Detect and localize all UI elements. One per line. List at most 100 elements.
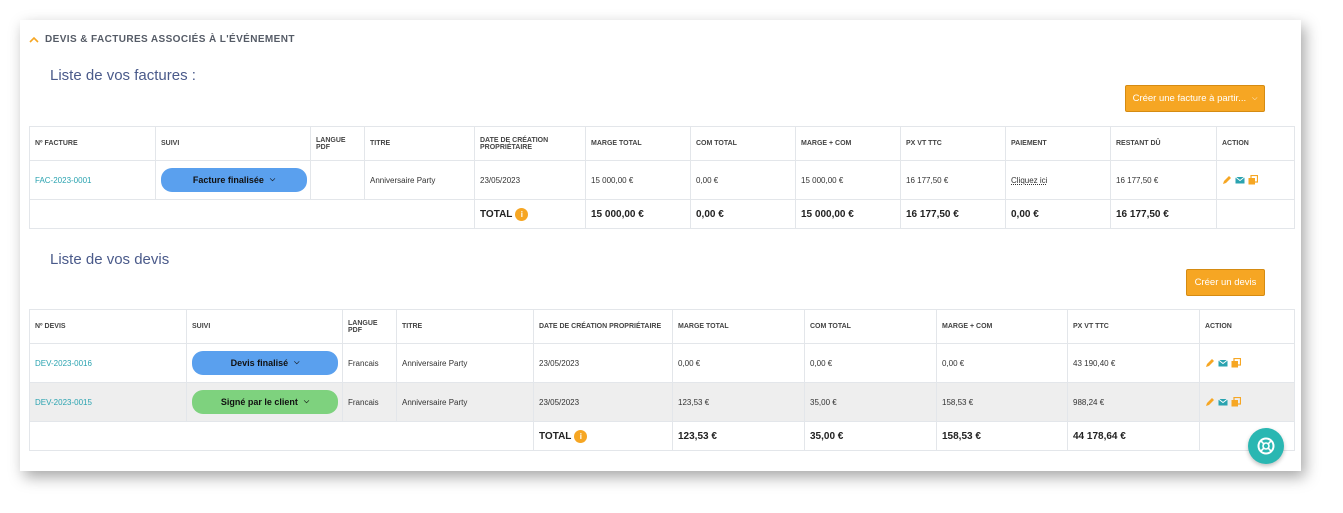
row-actions: [1205, 358, 1289, 368]
copy-icon[interactable]: [1248, 175, 1258, 185]
invoice-number-link[interactable]: FAC-2023-0001: [35, 175, 92, 185]
create-invoice-button[interactable]: Créer une facture à partir... ⌵: [1125, 85, 1265, 112]
total-payment: 0,00 €: [1005, 199, 1111, 229]
quote-number-link[interactable]: DEV-2023-0015: [35, 397, 92, 407]
column-header[interactable]: PX VT TTC: [1067, 309, 1200, 344]
chevron-down-icon: ⌵: [303, 398, 310, 405]
column-header[interactable]: DATE DE CRÉATION PROPRIÉTAIRE: [474, 126, 586, 161]
total-label: TOTAL: [539, 430, 572, 442]
column-header[interactable]: PAIEMENT: [1005, 126, 1111, 161]
info-icon[interactable]: i: [574, 429, 588, 443]
total-com: 0,00 €: [690, 199, 796, 229]
quotes-header-row: Nº DEVIS SUIVI LANGUE PDF TITRE DATE DE …: [29, 309, 1295, 344]
section-title: DEVIS & FACTURES ASSOCIÉS À L'ÉVÉNEMENT: [45, 34, 295, 45]
status-label: Facture finalisée: [192, 175, 264, 185]
payment-link[interactable]: Cliquez ici: [1011, 175, 1048, 185]
invoices-header-row: Nº FACTURE SUIVI LANGUE PDF TITRE DATE D…: [29, 126, 1295, 161]
px-ttc-cell: 16 177,50 €: [900, 160, 1006, 200]
mail-icon[interactable]: [1218, 358, 1228, 368]
total-remaining: 16 177,50 €: [1110, 199, 1217, 229]
column-header[interactable]: DATE DE CRÉATION PROPRIÉTAIRE: [533, 309, 673, 344]
column-header[interactable]: TITRE: [396, 309, 534, 344]
quotes-total-row: TOTAL i 123,53 € 35,00 € 158,53 € 44 178,…: [29, 421, 1295, 451]
date-cell: 23/05/2023: [533, 382, 673, 422]
marge-cell: 15 000,00 €: [585, 160, 691, 200]
quote-number-link[interactable]: DEV-2023-0016: [35, 358, 92, 368]
row-actions: [1222, 175, 1289, 185]
create-quote-button[interactable]: Créer un devis: [1186, 269, 1265, 296]
com-cell: 0,00 €: [804, 343, 937, 383]
marge-cell: 0,00 €: [672, 343, 805, 383]
title-cell: Anniversaire Party: [396, 343, 534, 383]
chevron-down-icon: ⌵: [1252, 94, 1258, 102]
marge-com-cell: 0,00 €: [936, 343, 1068, 383]
total-marge-com: 15 000,00 €: [795, 199, 901, 229]
com-cell: 0,00 €: [690, 160, 796, 200]
edit-icon[interactable]: [1205, 358, 1215, 368]
table-row: DEV-2023-0016 Devis finalisé ⌵ Francais …: [29, 343, 1295, 383]
status-label: Devis finalisé: [230, 358, 289, 368]
column-header[interactable]: Nº FACTURE: [29, 126, 156, 161]
invoices-total-row: TOTAL i 15 000,00 € 0,00 € 15 000,00 € 16…: [29, 199, 1295, 229]
total-marge: 123,53 €: [672, 421, 805, 451]
column-header[interactable]: LANGUE PDF: [310, 126, 365, 161]
support-icon: [1257, 437, 1275, 455]
column-header[interactable]: TITRE: [364, 126, 475, 161]
status-dropdown[interactable]: Devis finalisé ⌵: [192, 351, 338, 375]
column-header[interactable]: Nº DEVIS: [29, 309, 187, 344]
section-header[interactable]: DEVIS & FACTURES ASSOCIÉS À L'ÉVÉNEMENT: [29, 34, 295, 45]
column-header[interactable]: SUIVI: [186, 309, 343, 344]
column-header[interactable]: MARGE + COM: [936, 309, 1068, 344]
title-cell: Anniversaire Party: [364, 160, 475, 200]
com-cell: 35,00 €: [804, 382, 937, 422]
total-com: 35,00 €: [804, 421, 937, 451]
invoices-heading: Liste de vos factures :: [50, 67, 196, 84]
total-label: TOTAL: [480, 208, 513, 220]
date-cell: 23/05/2023: [533, 343, 673, 383]
px-ttc-cell: 988,24 €: [1067, 382, 1200, 422]
date-cell: 23/05/2023: [474, 160, 586, 200]
quotes-heading: Liste de vos devis: [50, 251, 170, 268]
total-px-ttc: 44 178,64 €: [1067, 421, 1200, 451]
copy-icon[interactable]: [1231, 397, 1241, 407]
edit-icon[interactable]: [1222, 175, 1232, 185]
column-header[interactable]: LANGUE PDF: [342, 309, 397, 344]
chevron-up-icon[interactable]: [29, 35, 39, 45]
mail-icon[interactable]: [1235, 175, 1245, 185]
column-header[interactable]: COM TOTAL: [690, 126, 796, 161]
chevron-down-icon: ⌵: [269, 176, 276, 183]
info-icon[interactable]: i: [515, 207, 529, 221]
remaining-cell: 16 177,50 €: [1110, 160, 1217, 200]
marge-com-cell: 15 000,00 €: [795, 160, 901, 200]
total-marge-com: 158,53 €: [936, 421, 1068, 451]
quotes-table: Nº DEVIS SUIVI LANGUE PDF TITRE DATE DE …: [29, 309, 1295, 451]
table-row: DEV-2023-0015 Signé par le client ⌵ Fran…: [29, 382, 1295, 422]
row-actions: [1205, 397, 1289, 407]
mail-icon[interactable]: [1218, 397, 1228, 407]
column-header[interactable]: MARGE + COM: [795, 126, 901, 161]
column-header: ACTION: [1216, 126, 1295, 161]
copy-icon[interactable]: [1231, 358, 1241, 368]
marge-com-cell: 158,53 €: [936, 382, 1068, 422]
support-chat-button[interactable]: [1248, 428, 1284, 464]
edit-icon[interactable]: [1205, 397, 1215, 407]
lang-cell: Francais: [342, 343, 397, 383]
total-marge: 15 000,00 €: [585, 199, 691, 229]
column-header[interactable]: SUIVI: [155, 126, 311, 161]
marge-cell: 123,53 €: [672, 382, 805, 422]
column-header[interactable]: RESTANT DÛ: [1110, 126, 1217, 161]
px-ttc-cell: 43 190,40 €: [1067, 343, 1200, 383]
status-label: Signé par le client: [220, 397, 298, 407]
status-dropdown[interactable]: Signé par le client ⌵: [192, 390, 338, 414]
lang-cell: [310, 160, 365, 200]
column-header: ACTION: [1199, 309, 1295, 344]
total-px-ttc: 16 177,50 €: [900, 199, 1006, 229]
lang-cell: Francais: [342, 382, 397, 422]
invoices-table: Nº FACTURE SUIVI LANGUE PDF TITRE DATE D…: [29, 126, 1295, 229]
column-header[interactable]: PX VT TTC: [900, 126, 1006, 161]
column-header[interactable]: MARGE TOTAL: [585, 126, 691, 161]
column-header[interactable]: COM TOTAL: [804, 309, 937, 344]
status-dropdown[interactable]: Facture finalisée ⌵: [161, 168, 307, 192]
quotes-invoices-card: DEVIS & FACTURES ASSOCIÉS À L'ÉVÉNEMENT …: [20, 20, 1301, 471]
column-header[interactable]: MARGE TOTAL: [672, 309, 805, 344]
